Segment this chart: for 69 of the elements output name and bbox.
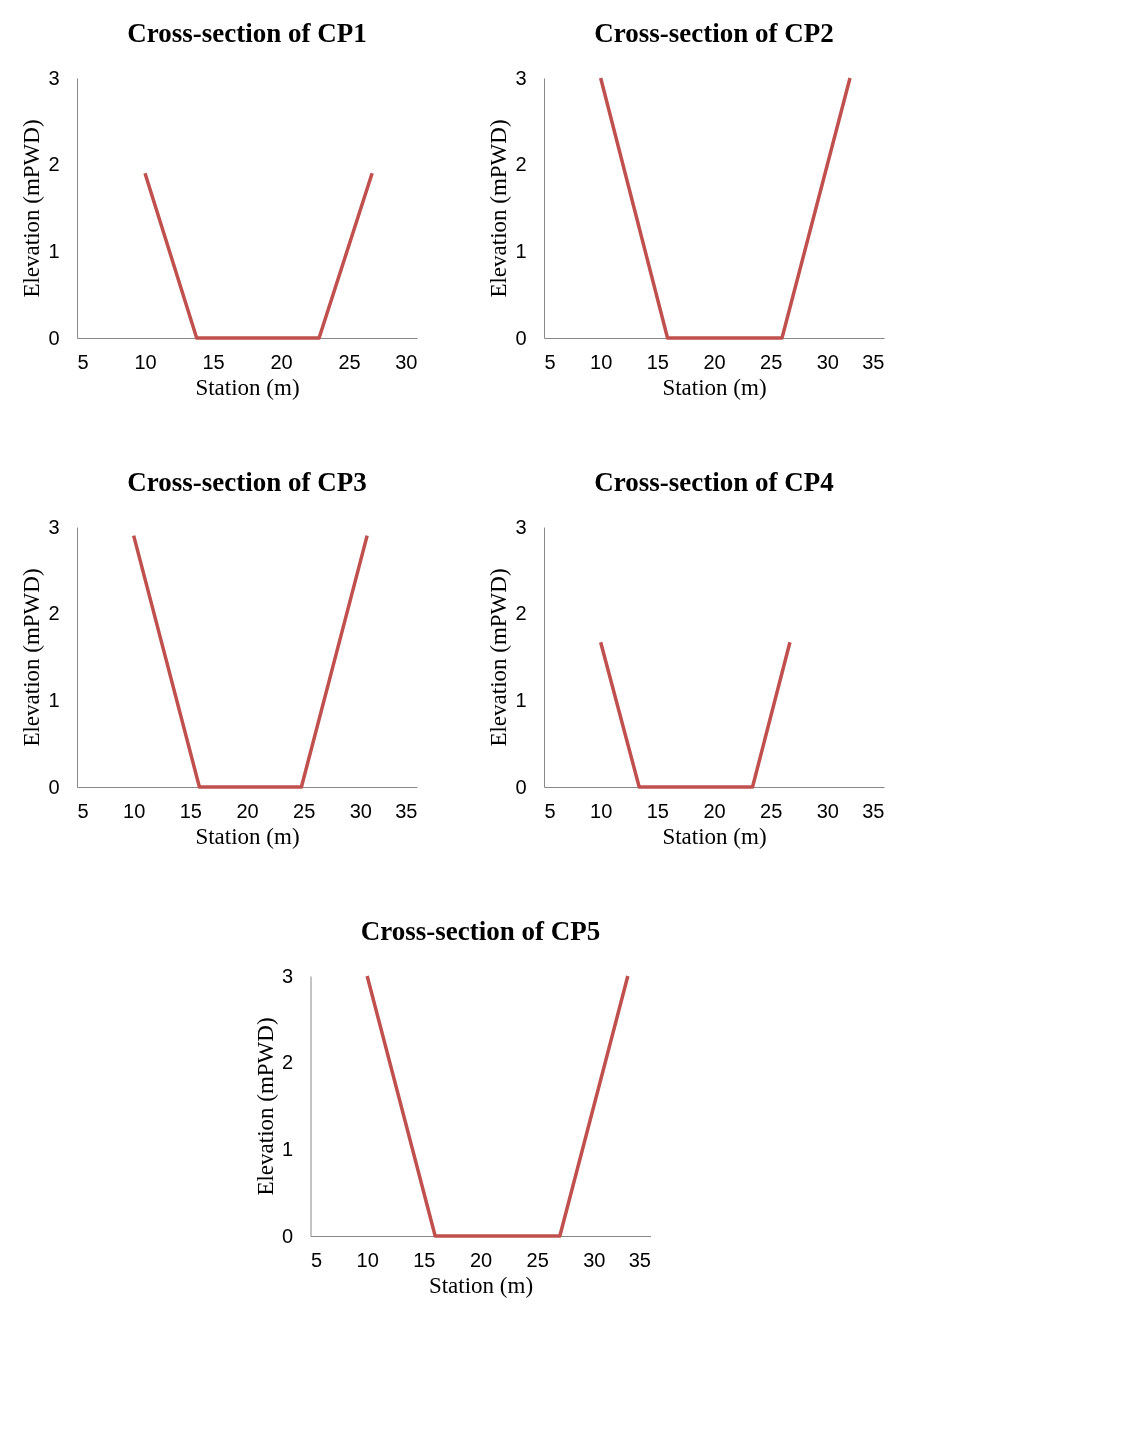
y-tick-label: 3 [515, 515, 527, 538]
x-tick-label: 25 [760, 799, 783, 822]
x-tick-label: 10 [134, 350, 157, 373]
x-tick-label: 25 [760, 350, 783, 373]
x-tick-label: 10 [356, 1248, 379, 1271]
x-axis-title: Station (m) [428, 1272, 534, 1298]
x-tick-label: 15 [202, 350, 225, 373]
chart-title: Cross-section of CP5 [360, 916, 601, 946]
x-tick-label: 35 [862, 350, 885, 373]
y-tick-label: 1 [48, 239, 60, 262]
chart-title: Cross-section of CP2 [594, 18, 834, 48]
y-tick-label: 0 [515, 326, 527, 349]
y-axis-title: Elevation (mPWD) [252, 1017, 278, 1196]
y-tick-label: 2 [281, 1051, 293, 1074]
y-axis-title: Elevation (mPWD) [19, 568, 45, 747]
x-tick-label: 15 [646, 350, 669, 373]
y-axis-title: Elevation (mPWD) [486, 119, 512, 298]
x-tick-label: 20 [703, 799, 726, 822]
y-tick-label: 1 [515, 688, 527, 711]
y-tick-label: 2 [48, 602, 60, 625]
x-tick-label: 10 [123, 799, 146, 822]
x-axis-title: Station (m) [662, 823, 767, 849]
x-tick-label: 10 [590, 799, 613, 822]
x-tick-label: 5 [77, 799, 89, 822]
y-tick-label: 2 [515, 602, 527, 625]
y-tick-label: 1 [48, 688, 60, 711]
x-tick-label: 25 [526, 1248, 549, 1271]
x-tick-label: 10 [590, 350, 613, 373]
x-tick-label: 15 [179, 799, 202, 822]
x-tick-label: 30 [349, 799, 372, 822]
y-tick-label: 0 [515, 775, 527, 798]
x-tick-label: 20 [270, 350, 293, 373]
x-axis-title: Station (m) [662, 374, 767, 400]
x-tick-label: 35 [862, 799, 885, 822]
chart-title: Cross-section of CP4 [594, 467, 834, 497]
x-tick-label: 35 [395, 799, 418, 822]
x-tick-label: 20 [703, 350, 726, 373]
y-tick-label: 1 [515, 239, 527, 262]
y-tick-label: 0 [48, 775, 60, 798]
y-tick-label: 3 [281, 964, 293, 987]
x-tick-label: 30 [583, 1248, 606, 1271]
x-tick-label: 5 [544, 799, 556, 822]
x-tick-label: 35 [628, 1248, 651, 1271]
x-tick-label: 30 [395, 350, 418, 373]
x-tick-label: 25 [338, 350, 361, 373]
y-tick-label: 3 [48, 66, 60, 89]
x-tick-label: 30 [816, 350, 839, 373]
y-tick-label: 0 [281, 1224, 293, 1247]
y-tick-label: 1 [281, 1137, 293, 1160]
y-tick-label: 3 [48, 515, 60, 538]
y-tick-label: 2 [48, 153, 60, 176]
x-tick-label: 5 [77, 350, 89, 373]
chart-title: Cross-section of CP1 [127, 18, 367, 48]
y-axis-title: Elevation (mPWD) [19, 119, 45, 298]
y-tick-label: 0 [48, 326, 60, 349]
x-tick-label: 20 [236, 799, 259, 822]
chart-title: Cross-section of CP3 [127, 467, 367, 497]
x-tick-label: 20 [469, 1248, 493, 1271]
x-tick-label: 15 [646, 799, 669, 822]
y-tick-label: 3 [515, 66, 527, 89]
y-axis-title: Elevation (mPWD) [486, 568, 512, 747]
x-tick-label: 30 [816, 799, 839, 822]
y-tick-label: 2 [515, 153, 527, 176]
x-tick-label: 5 [544, 350, 556, 373]
x-tick-label: 25 [293, 799, 316, 822]
x-tick-label: 5 [311, 1248, 323, 1271]
x-axis-title: Station (m) [195, 374, 300, 400]
x-axis-title: Station (m) [195, 823, 300, 849]
x-tick-label: 15 [413, 1248, 436, 1271]
